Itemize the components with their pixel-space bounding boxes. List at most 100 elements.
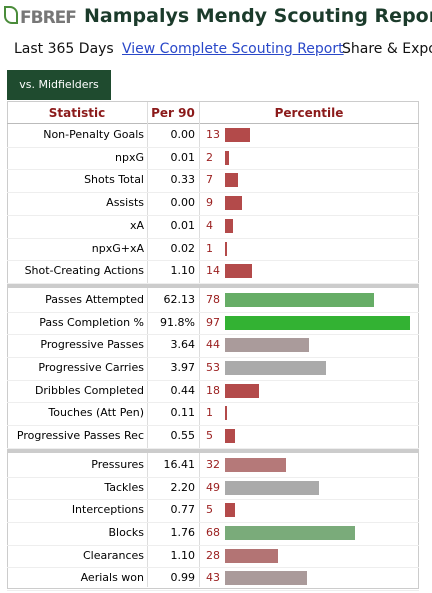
percentile-bar — [225, 173, 239, 188]
percentile-value: 2 — [206, 150, 213, 164]
row-border — [7, 334, 419, 336]
percentile-bar — [225, 241, 227, 256]
percentile-bar — [225, 480, 319, 495]
row-border — [7, 521, 419, 523]
percentile-value: 68 — [206, 525, 220, 539]
logo[interactable]: FBREF — [4, 6, 77, 28]
per90-value: 3.64 — [170, 338, 196, 352]
column-header: Per 90 — [151, 106, 195, 120]
percentile-value: 13 — [206, 128, 220, 141]
percentile-value: 28 — [206, 548, 220, 562]
nav-link[interactable]: View Complete Scouting Report — [122, 41, 344, 57]
percentile-bar — [225, 315, 411, 330]
per90-value: 91.8% — [160, 315, 195, 329]
percentile-bar — [225, 548, 279, 563]
row-border — [7, 590, 419, 591]
per90-value: 62.13 — [163, 292, 196, 306]
row-border — [7, 567, 419, 569]
column-header: Percentile — [274, 106, 344, 120]
per90-value: 0.33 — [170, 173, 196, 187]
per90-value: 0.99 — [170, 571, 196, 585]
row-border — [7, 146, 419, 148]
stat-label: Dribbles Completed — [34, 383, 144, 397]
percentile-bar — [225, 196, 243, 211]
row-border — [7, 379, 419, 381]
percentile-value: 43 — [206, 571, 220, 585]
percentile-value: 1 — [206, 406, 213, 420]
row-border — [7, 499, 419, 501]
percentile-value: 9 — [206, 196, 213, 210]
percentile-value: 18 — [206, 383, 220, 397]
per90-value: 1.10 — [170, 264, 196, 278]
column-divider — [147, 102, 148, 587]
row-border — [7, 425, 419, 427]
row-border — [7, 476, 419, 478]
percentile-value: 49 — [206, 480, 220, 494]
column-divider — [199, 102, 200, 587]
stat-label: xA — [129, 218, 144, 232]
nav-item[interactable]: Last 365 Days — [14, 41, 114, 57]
row-border — [7, 357, 419, 358]
per90-value: 0.44 — [170, 383, 196, 397]
nav-item[interactable]: Share & Export — [342, 41, 432, 57]
stat-label: Interceptions — [71, 503, 144, 517]
stat-label: Pressures — [91, 457, 144, 471]
percentile-bar — [225, 150, 229, 165]
stat-label: Touches (Att Pen) — [48, 406, 144, 420]
per90-value: 1.76 — [170, 525, 196, 539]
table — [7, 101, 419, 589]
percentile-bar — [225, 338, 310, 353]
row-border — [7, 447, 419, 449]
row-border — [7, 237, 419, 239]
stat-label: Non-Penalty Goals — [43, 128, 144, 141]
percentile-value: 78 — [206, 292, 220, 306]
percentile-bar — [225, 218, 233, 233]
row-border — [7, 192, 419, 194]
row-border — [7, 402, 419, 404]
percentile-bar — [225, 128, 250, 142]
stat-label: Clearances — [82, 548, 144, 562]
percentile-bar — [225, 503, 235, 518]
percentile-bar — [225, 571, 308, 586]
stat-label: Shots Total — [84, 173, 144, 187]
per90-value: 0.11 — [170, 406, 196, 420]
percentile-bar — [225, 406, 227, 421]
stat-label: Shot-Creating Actions — [24, 264, 144, 278]
percentile-bar — [225, 292, 374, 307]
per90-value: 0.77 — [170, 503, 196, 517]
percentile-bar — [225, 429, 235, 444]
per90-value: 0.02 — [170, 241, 196, 255]
stat-label: npxG+xA — [91, 241, 144, 255]
per90-value: 0.01 — [170, 150, 196, 164]
percentile-bar — [225, 457, 287, 472]
stat-label: Aerials won — [80, 571, 144, 585]
per90-value: 3.97 — [170, 361, 196, 374]
percentile-bar — [225, 264, 252, 279]
per90-value: 16.41 — [163, 457, 196, 471]
percentile-bar — [225, 383, 260, 398]
percentile-value: 1 — [206, 241, 213, 255]
group-separator — [7, 283, 419, 288]
group-separator — [7, 448, 419, 453]
page-title: Nampalys Mendy Scouting Report — [84, 5, 432, 27]
percentile-value: 44 — [206, 338, 220, 352]
stat-label: Passes Attempted — [45, 292, 144, 306]
per90-value: 2.20 — [170, 480, 196, 494]
percentile-value: 7 — [206, 173, 213, 187]
per90-value: 0.00 — [170, 128, 196, 141]
per90-value: 0.00 — [170, 196, 196, 210]
column-header: Statistic — [48, 106, 106, 120]
stat-label: Blocks — [108, 525, 144, 539]
stat-label: Progressive Carries — [38, 361, 144, 374]
percentile-value: 4 — [206, 218, 213, 232]
percentile-value: 32 — [206, 457, 220, 471]
per90-value: 0.55 — [170, 429, 196, 443]
percentile-value: 53 — [206, 361, 220, 374]
per90-value: 1.10 — [170, 548, 196, 562]
percentile-value: 5 — [206, 503, 213, 517]
row-border — [7, 282, 419, 284]
stat-label: Pass Completion % — [39, 315, 144, 329]
percentile-value: 5 — [206, 429, 213, 443]
tab[interactable]: vs. Midfielders — [7, 70, 111, 100]
row-border — [7, 169, 419, 171]
